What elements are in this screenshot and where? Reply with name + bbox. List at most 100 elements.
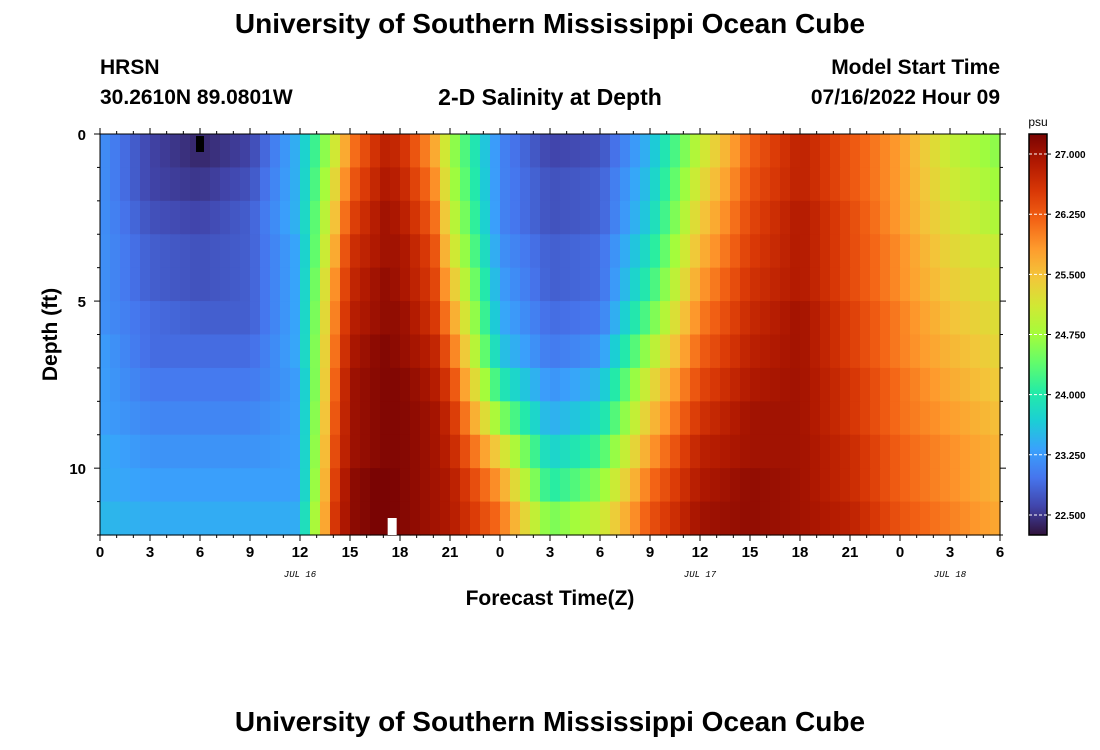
heatmap-cell xyxy=(470,334,481,369)
heatmap-cell xyxy=(490,334,501,369)
heatmap-cell xyxy=(890,301,901,336)
heatmap-cell xyxy=(720,367,731,402)
heatmap-cell xyxy=(760,167,771,202)
heatmap-cell xyxy=(700,334,711,369)
heatmap-cell xyxy=(270,234,281,269)
heatmap-cell xyxy=(180,501,191,536)
heatmap-cell xyxy=(120,301,131,336)
heatmap-cell xyxy=(650,234,661,269)
heatmap-cell xyxy=(870,468,881,503)
heatmap-cell xyxy=(360,468,371,503)
heatmap-cell xyxy=(120,367,131,402)
heatmap-cell xyxy=(160,234,171,269)
heatmap-cell xyxy=(820,301,831,336)
heatmap-cell xyxy=(600,367,611,402)
heatmap-cell xyxy=(820,501,831,536)
heatmap-cell xyxy=(870,434,881,469)
heatmap-cell xyxy=(260,367,271,402)
heatmap-cell xyxy=(520,401,531,436)
heatmap-cell xyxy=(210,434,221,469)
heatmap-cell xyxy=(230,468,241,503)
heatmap-cell xyxy=(500,501,511,536)
heatmap-cell xyxy=(290,200,301,235)
x-tick-label: 0 xyxy=(96,544,104,561)
heatmap-cell xyxy=(320,267,331,302)
heatmap-cell xyxy=(500,267,511,302)
heatmap-cell xyxy=(520,267,531,302)
heatmap-cell xyxy=(770,468,781,503)
heatmap-cell xyxy=(360,200,371,235)
heatmap-cell xyxy=(770,301,781,336)
heatmap-cell xyxy=(260,334,271,369)
heatmap-cell xyxy=(620,167,631,202)
heatmap-cell xyxy=(460,134,471,169)
heatmap-cell xyxy=(540,434,551,469)
heatmap-cell xyxy=(890,334,901,369)
heatmap-cell xyxy=(790,334,801,369)
heatmap-cell xyxy=(390,134,401,169)
heatmap-cell xyxy=(780,200,791,235)
heatmap-cell xyxy=(950,167,961,202)
heatmap-cell xyxy=(750,200,761,235)
heatmap-cell xyxy=(450,267,461,302)
heatmap-cell xyxy=(180,367,191,402)
heatmap-cell xyxy=(190,167,201,202)
heatmap-cell xyxy=(950,468,961,503)
heatmap-cell xyxy=(220,267,231,302)
heatmap-cell xyxy=(210,301,221,336)
heatmap-cell xyxy=(270,367,281,402)
heatmap-cell xyxy=(490,367,501,402)
x-tick-label: 0 xyxy=(896,544,904,561)
colorbar-ticks: 22.500 23.250 24.000 24.750 25.500 26.250 27.0… xyxy=(1029,150,1086,522)
heatmap-cell xyxy=(660,234,671,269)
heatmap-cell xyxy=(390,267,401,302)
heatmap-cell xyxy=(120,501,131,536)
heatmap-cell xyxy=(460,267,471,302)
heatmap-cell xyxy=(830,134,841,169)
heatmap-cell xyxy=(290,167,301,202)
heatmap-cell xyxy=(460,301,471,336)
heatmap-cell xyxy=(240,501,251,536)
heatmap-cell xyxy=(680,167,691,202)
heatmap-cell xyxy=(990,267,1001,302)
heatmap-cell xyxy=(690,200,701,235)
heatmap-cell xyxy=(280,234,291,269)
heatmap-cell xyxy=(930,134,941,169)
heatmap-cell xyxy=(410,401,421,436)
heatmap-cell xyxy=(100,267,111,302)
heatmap-cell xyxy=(820,401,831,436)
heatmap-cell xyxy=(770,134,781,169)
heatmap-cell xyxy=(960,468,971,503)
heatmap-cell xyxy=(340,334,351,369)
heatmap-cell xyxy=(380,301,391,336)
heatmap-cell xyxy=(570,501,581,536)
heatmap-cell xyxy=(580,267,591,302)
heatmap-cell xyxy=(600,134,611,169)
heatmap-cell xyxy=(200,234,211,269)
x-tick-label: 9 xyxy=(646,544,654,561)
heatmap-cell xyxy=(620,501,631,536)
heatmap-cell xyxy=(600,234,611,269)
heatmap-cell xyxy=(110,301,121,336)
heatmap-cell xyxy=(590,434,601,469)
heatmap-cell xyxy=(260,267,271,302)
heatmap-cell xyxy=(230,200,241,235)
heatmap-cell xyxy=(750,267,761,302)
heatmap-cell xyxy=(740,501,751,536)
heatmap-cell xyxy=(810,234,821,269)
heatmap-cell xyxy=(940,367,951,402)
heatmap-cell xyxy=(350,200,361,235)
heatmap-cell xyxy=(830,167,841,202)
heatmap-cell xyxy=(150,134,161,169)
heatmap-cell xyxy=(880,200,891,235)
heatmap-cell xyxy=(310,134,321,169)
x-tick-label: 15 xyxy=(742,544,759,561)
heatmap-cell xyxy=(480,367,491,402)
heatmap-cell xyxy=(100,367,111,402)
heatmap-cell xyxy=(280,401,291,436)
heatmap-cell xyxy=(740,301,751,336)
heatmap-cell xyxy=(920,501,931,536)
heatmap-cell xyxy=(440,401,451,436)
heatmap-cell xyxy=(470,167,481,202)
heatmap-cell xyxy=(200,200,211,235)
